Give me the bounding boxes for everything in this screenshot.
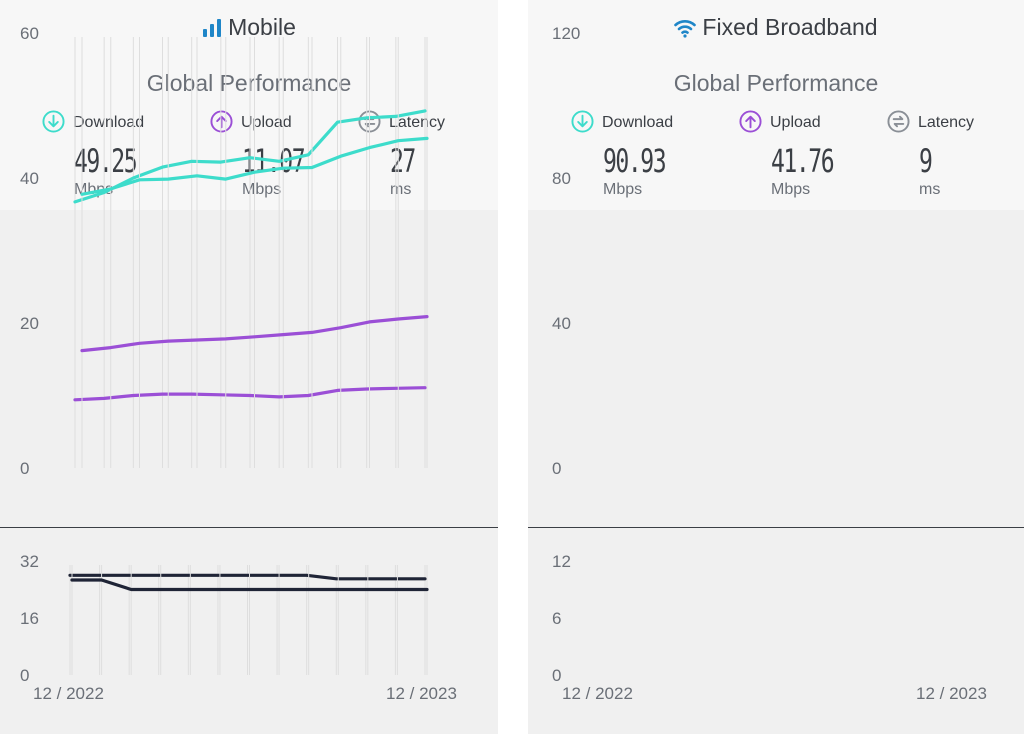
latency-metric: Latency 9 ms [887,110,975,198]
metric-value: 9 [919,142,933,180]
mobile-header: Mobile Global Performance Download 49.25… [0,0,498,210]
y-tick-label: 20 [20,314,39,333]
date-end-label: 12 / 2023 [386,684,457,703]
metric-value: 41.76 [771,142,835,180]
speed-chart: 0 40 80 120 [80,24,580,478]
date-end-label: 12 / 2023 [916,684,987,703]
metric-unit: ms [390,181,412,198]
date-start-label: 12 / 2022 [33,684,104,703]
latency-chart: 0 6 12 [70,552,571,685]
metric-unit: Mbps [771,181,811,198]
y-tick-label: 60 [20,24,39,43]
y-tick-label: 40 [20,169,39,188]
fixed-broadband-panel: Fixed Broadband Global Performance Downl… [70,0,1024,734]
download-arrow-icon [42,110,65,138]
download-metric: Download 49.25 Mbps [42,110,145,198]
upload-metric: Upload 41.76 Mbps [739,110,835,198]
metric-label: Latency [918,114,975,131]
speed-chart: 0 20 40 60 [20,24,427,478]
y-tick-label: 0 [552,459,561,478]
metric-unit: Mbps [603,181,643,198]
panel-title-text: Mobile [228,14,296,40]
metric-label: Upload [770,114,821,131]
panel-title-text: Fixed Broadband [702,14,878,40]
y-tick-label: 0 [552,666,561,685]
wifi-icon [674,17,697,44]
subtitle: Global Performance [673,70,879,96]
y-tick-label: 80 [552,169,571,188]
date-start-label: 12 / 2022 [562,684,633,703]
subtitle: Global Performance [146,70,352,96]
divider [528,527,1024,528]
panel-title: Fixed Broadband [528,14,1024,44]
download-arrow-icon [571,110,594,138]
y-tick-label: 40 [552,314,571,333]
y-tick-label: 120 [552,24,580,43]
fixed-broadband-header: Fixed Broadband Global Performance Downl… [528,0,1024,210]
metric-label: Latency [389,114,446,131]
y-tick-label: 16 [20,609,39,628]
metric-unit: Mbps [242,181,282,198]
divider [0,527,498,528]
y-tick-label: 6 [552,609,561,628]
upload-arrow-icon [210,110,233,138]
metric-unit: ms [919,181,941,198]
panel-title: Mobile [0,14,498,44]
metric-label: Download [602,114,674,131]
y-tick-label: 0 [20,459,29,478]
y-tick-label: 12 [552,552,571,571]
metric-value: 49.25 [74,142,138,180]
metric-label: Upload [241,114,292,131]
metric-value: 27 [390,142,416,180]
latency-chart: 0 16 32 [20,552,427,685]
latency-icon [887,110,910,138]
download-metric: Download 90.93 Mbps [571,110,674,198]
y-tick-label: 32 [20,552,39,571]
metric-value: 90.93 [603,142,667,180]
signal-bars-icon [202,17,222,44]
upload-arrow-icon [739,110,762,138]
y-tick-label: 0 [20,666,29,685]
metric-label: Download [73,114,145,131]
